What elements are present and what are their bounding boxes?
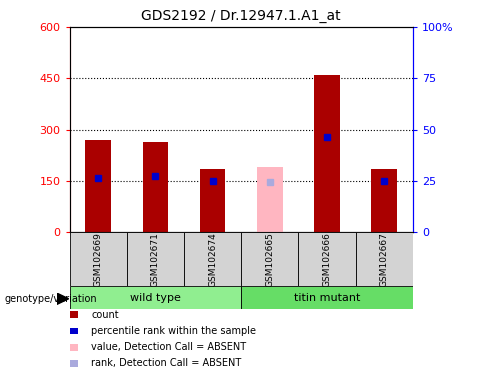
Bar [257, 167, 283, 232]
Bar [184, 232, 241, 286]
Bar [372, 169, 397, 232]
Text: wild type: wild type [130, 293, 181, 303]
Polygon shape [57, 293, 69, 305]
Text: GSM102665: GSM102665 [265, 232, 274, 286]
Text: value, Detection Call = ABSENT: value, Detection Call = ABSENT [91, 342, 246, 352]
Bar [70, 232, 127, 286]
Bar [85, 140, 111, 232]
Bar [241, 286, 413, 309]
Bar [299, 232, 356, 286]
Text: GSM102671: GSM102671 [151, 232, 160, 286]
Text: GSM102674: GSM102674 [208, 232, 217, 286]
Bar [200, 169, 226, 232]
Bar [356, 232, 413, 286]
Bar [241, 232, 299, 286]
Bar [143, 142, 168, 232]
Text: count: count [91, 310, 119, 320]
Text: GSM102667: GSM102667 [380, 232, 389, 286]
Text: rank, Detection Call = ABSENT: rank, Detection Call = ABSENT [91, 358, 241, 368]
Text: genotype/variation: genotype/variation [5, 294, 97, 304]
Text: GSM102666: GSM102666 [323, 232, 332, 286]
Bar [70, 286, 241, 309]
Title: GDS2192 / Dr.12947.1.A1_at: GDS2192 / Dr.12947.1.A1_at [142, 9, 341, 23]
Bar [314, 75, 340, 232]
Text: percentile rank within the sample: percentile rank within the sample [91, 326, 256, 336]
Bar [127, 232, 184, 286]
Text: titin mutant: titin mutant [294, 293, 360, 303]
Text: GSM102669: GSM102669 [94, 232, 103, 286]
